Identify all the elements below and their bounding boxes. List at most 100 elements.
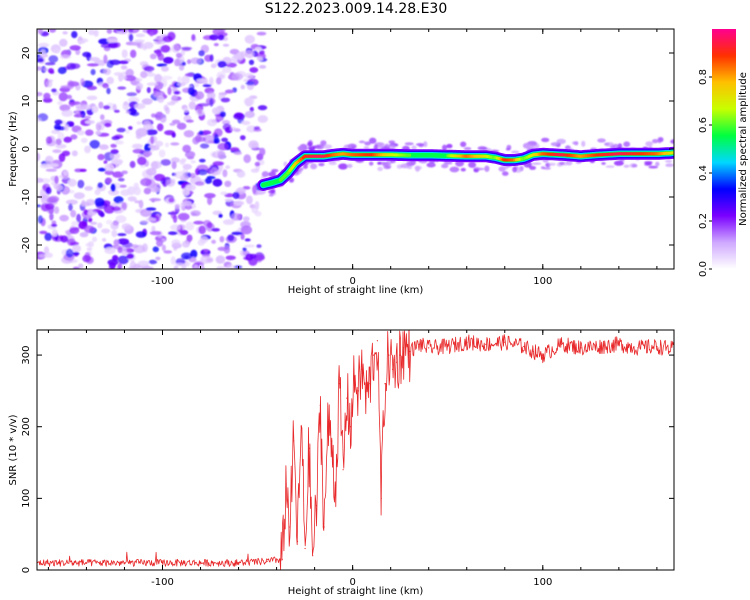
noise-blob <box>206 175 216 180</box>
noise-blob <box>175 52 183 58</box>
noise-blob <box>136 43 141 48</box>
noise-blob <box>186 234 193 242</box>
snr-point <box>418 343 420 345</box>
noise-blob <box>59 38 68 47</box>
colorbar-scale <box>712 29 736 269</box>
noise-blob <box>169 122 176 126</box>
noise-blob <box>222 67 232 73</box>
noise-blob <box>45 203 55 210</box>
noise-blob <box>254 46 262 51</box>
noise-blob <box>149 31 154 37</box>
noise-blob <box>65 248 74 258</box>
noise-blob <box>203 249 209 253</box>
noise-blob <box>97 222 103 229</box>
noise-blob <box>126 92 138 97</box>
halo-blob <box>644 163 652 166</box>
noise-blob <box>124 75 136 82</box>
noise-blob <box>222 123 232 131</box>
y-tick-label: 20 <box>21 47 32 60</box>
noise-blob <box>48 55 59 63</box>
halo-blob <box>623 141 631 147</box>
noise-blob <box>224 89 235 94</box>
noise-blob <box>240 233 245 240</box>
snr-point <box>618 343 620 345</box>
noise-blob <box>43 67 48 72</box>
noise-blob <box>136 121 142 125</box>
noise-blob <box>51 223 58 227</box>
noise-blob <box>93 29 99 37</box>
noise-blob <box>104 122 112 128</box>
noise-blob <box>120 65 128 70</box>
x-tick-label: 0 <box>349 577 355 588</box>
noise-blob <box>209 34 219 41</box>
noise-blob <box>210 63 217 69</box>
noise-blob <box>191 34 196 41</box>
noise-blob <box>131 111 140 117</box>
noise-blob <box>145 207 157 211</box>
noise-blob <box>180 46 193 51</box>
noise-blob <box>241 120 251 126</box>
noise-blob <box>201 130 212 135</box>
noise-blob <box>182 144 192 153</box>
noise-blob <box>229 147 240 152</box>
noise-blob <box>244 238 251 242</box>
noise-blob <box>116 127 126 133</box>
noise-blob <box>187 156 194 160</box>
noise-blob <box>154 111 163 121</box>
halo-blob <box>446 143 453 149</box>
noise-blob <box>57 101 63 106</box>
spectrogram-plot-area <box>37 29 674 269</box>
noise-blob <box>57 66 67 75</box>
noise-blob <box>216 77 222 85</box>
noise-blob <box>55 144 67 149</box>
noise-blob <box>193 220 205 225</box>
noise-blob <box>173 265 179 269</box>
noise-blob <box>85 129 94 136</box>
noise-blob <box>95 131 102 135</box>
noise-blob <box>108 189 120 196</box>
noise-blob <box>134 103 146 110</box>
noise-blob <box>248 59 255 65</box>
noise-blob <box>59 104 71 112</box>
noise-blob <box>45 136 53 144</box>
noise-blob <box>163 250 173 254</box>
noise-blob <box>222 219 235 225</box>
noise-blob <box>73 192 85 200</box>
noise-blob <box>165 179 176 187</box>
noise-blob <box>217 34 225 41</box>
noise-blob <box>141 266 154 269</box>
snr-point <box>304 547 306 550</box>
snr-axes: -100 0 100 0 100 200 300 <box>21 330 674 588</box>
noise-blob <box>164 142 170 148</box>
noise-blob <box>156 239 164 247</box>
snr-point <box>599 345 601 348</box>
noise-blob <box>199 158 206 163</box>
noise-blob <box>37 29 43 35</box>
noise-blob <box>211 239 217 244</box>
noise-blob <box>54 175 59 184</box>
noise-blob <box>134 200 141 204</box>
noise-blob <box>221 137 229 142</box>
noise-blob <box>44 232 52 241</box>
noise-blob <box>58 92 68 102</box>
noise-blob <box>150 136 155 145</box>
noise-blob <box>183 107 190 113</box>
noise-blob <box>244 72 254 79</box>
noise-blob <box>183 200 192 207</box>
noise-blob <box>58 174 70 179</box>
noise-blob <box>127 196 137 202</box>
noise-blob <box>162 35 173 43</box>
noise-blob <box>154 73 163 83</box>
noise-blob <box>54 119 63 125</box>
snr-point <box>447 345 449 348</box>
noise-blob <box>121 49 128 58</box>
noise-blob <box>227 234 235 242</box>
noise-blob <box>133 182 139 191</box>
halo-blob <box>613 160 624 166</box>
halo-blob <box>597 138 606 143</box>
noise-blob <box>217 150 226 160</box>
halo-blob <box>369 137 377 144</box>
noise-blob <box>75 103 87 111</box>
halo-blob <box>604 142 615 147</box>
noise-blob <box>125 129 130 134</box>
